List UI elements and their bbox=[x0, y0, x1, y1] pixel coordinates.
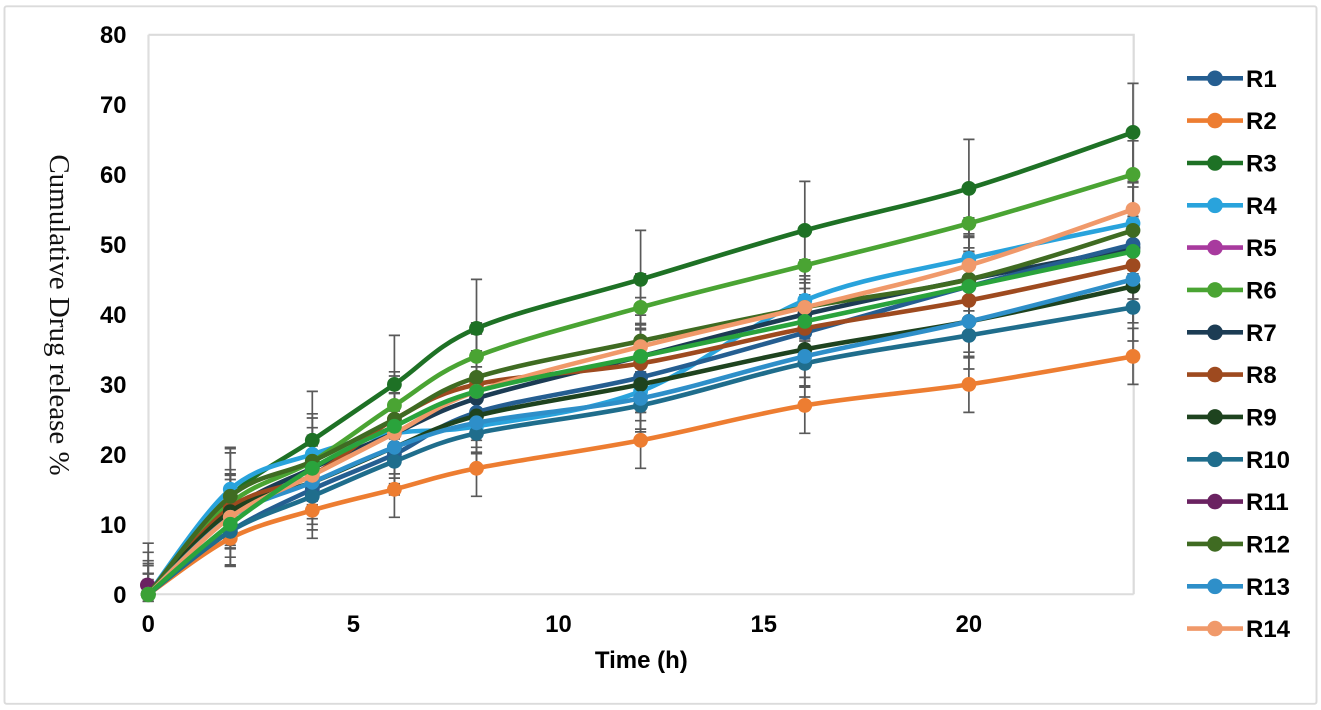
svg-text:30: 30 bbox=[100, 372, 126, 399]
svg-text:0: 0 bbox=[142, 611, 155, 638]
svg-text:80: 80 bbox=[100, 22, 126, 49]
svg-text:70: 70 bbox=[100, 92, 126, 119]
svg-text:R5: R5 bbox=[1246, 235, 1277, 262]
svg-text:R10: R10 bbox=[1246, 447, 1290, 474]
svg-text:R9: R9 bbox=[1246, 405, 1277, 432]
svg-text:Cumulative Drug release %: Cumulative Drug release % bbox=[43, 154, 75, 475]
svg-text:0: 0 bbox=[113, 582, 126, 609]
svg-text:R3: R3 bbox=[1246, 151, 1277, 178]
svg-text:10: 10 bbox=[100, 512, 126, 539]
svg-text:R4: R4 bbox=[1246, 193, 1277, 220]
svg-text:20: 20 bbox=[100, 442, 126, 469]
svg-text:R14: R14 bbox=[1246, 616, 1291, 643]
svg-text:50: 50 bbox=[100, 232, 126, 259]
svg-text:R11: R11 bbox=[1246, 489, 1289, 516]
svg-text:40: 40 bbox=[100, 302, 126, 329]
svg-text:R6: R6 bbox=[1246, 278, 1277, 305]
svg-text:R8: R8 bbox=[1246, 362, 1277, 389]
svg-text:R2: R2 bbox=[1246, 108, 1277, 135]
svg-text:R1: R1 bbox=[1246, 66, 1277, 93]
svg-text:15: 15 bbox=[750, 611, 776, 638]
svg-text:20: 20 bbox=[956, 611, 982, 638]
svg-text:5: 5 bbox=[347, 611, 360, 638]
svg-text:R12: R12 bbox=[1246, 532, 1290, 559]
svg-text:60: 60 bbox=[100, 162, 126, 189]
svg-text:Time (h): Time (h) bbox=[595, 647, 688, 674]
svg-text:R13: R13 bbox=[1246, 574, 1290, 601]
svg-text:10: 10 bbox=[545, 611, 571, 638]
svg-text:R7: R7 bbox=[1246, 320, 1277, 347]
